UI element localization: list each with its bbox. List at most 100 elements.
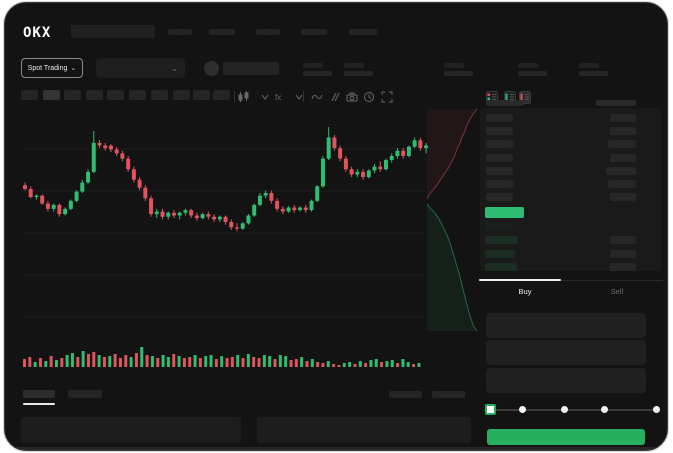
orderbook-col-header-price — [486, 100, 524, 106]
ask-price-placeholder — [486, 166, 513, 175]
amount-slider-track[interactable] — [490, 409, 657, 411]
bid-price-placeholder — [485, 262, 517, 271]
bottom-panel — [21, 417, 241, 443]
bid-amount-placeholder — [610, 249, 636, 258]
ask-amount-placeholder — [610, 114, 636, 122]
interval-slot[interactable] — [193, 90, 210, 100]
ask-price-placeholder — [486, 140, 513, 149]
ask-amount-placeholder — [610, 127, 636, 136]
stat-label-placeholder — [518, 63, 538, 68]
tab-buy[interactable]: Buy — [518, 287, 532, 296]
compare-icon[interactable] — [329, 90, 341, 102]
stat-label-placeholder — [444, 63, 464, 68]
okx-logo[interactable]: OKX — [23, 25, 52, 41]
fullscreen-icon[interactable] — [381, 90, 393, 103]
interval-slot[interactable] — [213, 90, 230, 100]
ask-price-placeholder — [486, 127, 513, 136]
slider-handle[interactable] — [485, 404, 496, 415]
nav-item-placeholder[interactable] — [349, 29, 377, 35]
bid-row[interactable] — [481, 262, 641, 272]
stat-value-placeholder — [579, 71, 608, 76]
bid-row[interactable] — [481, 249, 641, 259]
depth-chart — [426, 108, 478, 332]
ask-price-placeholder — [486, 180, 513, 188]
chart-grid — [21, 148, 426, 318]
orderbook-col-header-amount — [596, 100, 636, 106]
chevron-down-icon[interactable] — [293, 90, 305, 102]
nav-item-placeholder[interactable] — [301, 29, 327, 35]
slider-stop-dot[interactable] — [519, 406, 526, 413]
interval-slot[interactable] — [64, 90, 81, 100]
amount-field[interactable] — [486, 340, 646, 365]
bid-price-placeholder — [485, 249, 515, 258]
slider-stop-dot[interactable] — [601, 406, 608, 413]
chevron-down-icon[interactable] — [259, 90, 271, 102]
nav-item-placeholder[interactable] — [168, 29, 192, 35]
stat-label-placeholder — [303, 63, 323, 68]
bottom-action-placeholder[interactable] — [432, 391, 465, 398]
total-field[interactable] — [486, 368, 646, 393]
buy-submit-button[interactable] — [487, 429, 645, 445]
bottom-tab-active-underline — [23, 403, 55, 405]
fx-icon[interactable]: fx — [274, 90, 286, 102]
bid-price-placeholder — [485, 223, 513, 231]
interval-slot[interactable] — [129, 90, 146, 100]
pair-avatar[interactable] — [204, 61, 219, 76]
interval-slot[interactable] — [86, 90, 103, 100]
ask-amount-placeholder — [608, 180, 636, 188]
pair-title-placeholder — [223, 62, 279, 75]
ask-row[interactable] — [481, 193, 641, 202]
slider-stop-dot[interactable] — [653, 406, 660, 413]
tab-sell[interactable]: Sell — [610, 287, 624, 296]
clock-icon[interactable] — [363, 90, 375, 102]
ask-row[interactable] — [481, 127, 641, 136]
chevron-down-icon: ⌄ — [171, 63, 178, 73]
last-price-bar[interactable] — [485, 207, 524, 218]
pair-dropdown[interactable]: ⌄ — [96, 58, 185, 78]
ask-amount-placeholder — [608, 140, 636, 149]
candles-icon[interactable] — [238, 90, 250, 102]
ask-amount-placeholder — [606, 166, 636, 175]
bid-row[interactable] — [481, 236, 641, 245]
bid-amount-placeholder — [610, 262, 636, 271]
market-type-label: Spot Trading — [27, 64, 68, 72]
bottom-action-placeholder[interactable] — [389, 391, 422, 398]
ask-price-placeholder — [486, 153, 513, 162]
ask-amount-placeholder — [610, 193, 636, 202]
market-type-selector[interactable]: Spot Trading ⌄ — [21, 58, 83, 78]
interval-slot[interactable] — [43, 90, 60, 100]
wave-icon[interactable] — [311, 90, 323, 102]
ask-row[interactable] — [481, 140, 641, 149]
stat-value-placeholder — [518, 71, 547, 76]
bid-price-placeholder — [485, 236, 517, 245]
interval-slot[interactable] — [151, 90, 168, 100]
interval-slot[interactable] — [21, 90, 38, 100]
svg-text:fx: fx — [275, 93, 281, 102]
ask-row[interactable] — [481, 166, 641, 176]
stat-value-placeholder — [444, 71, 473, 76]
trade-tabs: Buy Sell — [479, 279, 663, 302]
header-search-placeholder[interactable] — [71, 25, 155, 38]
stat-value-placeholder — [344, 71, 373, 76]
nav-item-placeholder[interactable] — [209, 29, 235, 35]
interval-slot[interactable] — [107, 90, 124, 100]
ask-row[interactable] — [481, 180, 641, 189]
camera-icon[interactable] — [346, 90, 358, 102]
interval-slot[interactable] — [173, 90, 190, 100]
ask-row[interactable] — [481, 153, 641, 163]
candlestick-chart — [23, 127, 429, 232]
stat-value-placeholder — [303, 71, 332, 76]
nav-item-placeholder[interactable] — [256, 29, 280, 35]
ask-price-placeholder — [486, 193, 513, 202]
bottom-tab-placeholder[interactable] — [68, 390, 102, 398]
slider-stop-dot[interactable] — [561, 406, 568, 413]
bottom-tab-placeholder[interactable] — [23, 390, 55, 398]
bid-amount-placeholder — [610, 236, 636, 245]
bid-row[interactable] — [481, 223, 641, 232]
device-bezel — [7, 447, 667, 450]
app-window: OKX Spot Trading ⌄ ⌄ fx — [4, 2, 668, 451]
active-tab-indicator — [479, 279, 561, 281]
ask-row[interactable] — [481, 114, 641, 123]
ask-price-placeholder — [486, 114, 513, 122]
price-field[interactable] — [486, 313, 646, 338]
